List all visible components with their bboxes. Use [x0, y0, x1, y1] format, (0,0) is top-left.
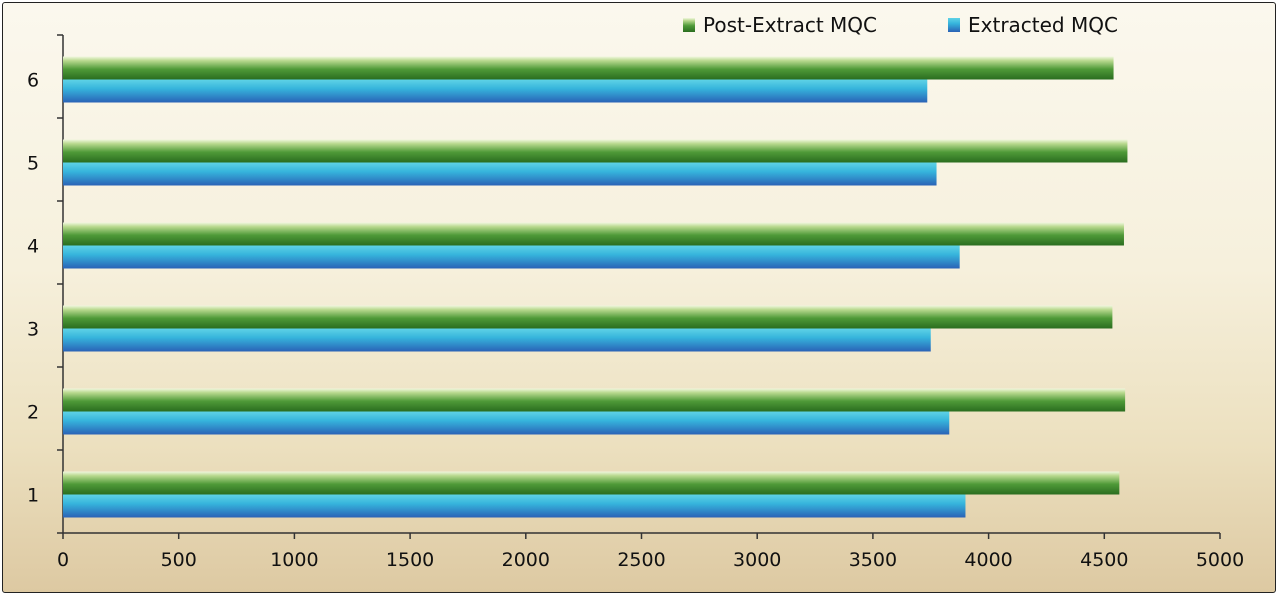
bar-extracted-mqc-1: [63, 494, 966, 518]
bar-post-extract-mqc-4: [63, 222, 1124, 246]
legend: Post-Extract MQC Extracted MQC: [683, 13, 1118, 37]
x-tick-label: 0: [57, 549, 69, 571]
bar-chart: 0 500 1000 1500 2000 2500 3000 3500 4000 4500 5000…: [27, 13, 1244, 572]
tick-labels: 0 500 1000 1500 2000 2500 3000 3500 4000 4500 5000…: [27, 70, 1244, 572]
bar-extracted-mqc-3: [63, 328, 931, 352]
y-tick-label: 3: [27, 319, 39, 341]
bar-extracted-mqc-5: [63, 162, 937, 186]
x-tick-label: 500: [161, 549, 197, 571]
x-tick-label: 2000: [502, 549, 550, 571]
axes: [57, 34, 1221, 539]
legend-label: Post-Extract MQC: [703, 13, 877, 37]
y-tick-label: 1: [27, 485, 39, 507]
x-tick-label: 3500: [849, 549, 897, 571]
bars: [63, 56, 1128, 518]
x-tick-label: 3000: [733, 549, 781, 571]
x-tick-label: 5000: [1196, 549, 1244, 571]
y-tick-label: 6: [27, 70, 39, 92]
y-tick-label: 4: [27, 236, 39, 258]
legend-swatch: [683, 18, 695, 32]
bar-post-extract-mqc-1: [63, 471, 1120, 495]
bar-extracted-mqc-4: [63, 245, 960, 269]
bar-post-extract-mqc-6: [63, 56, 1114, 80]
x-tick-label: 2500: [617, 549, 665, 571]
bar-post-extract-mqc-5: [63, 139, 1128, 163]
y-tick-label: 5: [27, 153, 39, 175]
x-tick-label: 1500: [386, 549, 434, 571]
x-tick-label: 4500: [1080, 549, 1128, 571]
y-tick-label: 2: [27, 402, 39, 424]
x-tick-label: 4000: [964, 549, 1012, 571]
x-tick-label: 1000: [270, 549, 318, 571]
bar-post-extract-mqc-2: [63, 388, 1126, 412]
bar-extracted-mqc-2: [63, 411, 950, 435]
legend-label: Extracted MQC: [968, 13, 1118, 37]
bar-post-extract-mqc-3: [63, 305, 1113, 329]
bar-extracted-mqc-6: [63, 79, 928, 103]
legend-swatch: [948, 18, 960, 32]
